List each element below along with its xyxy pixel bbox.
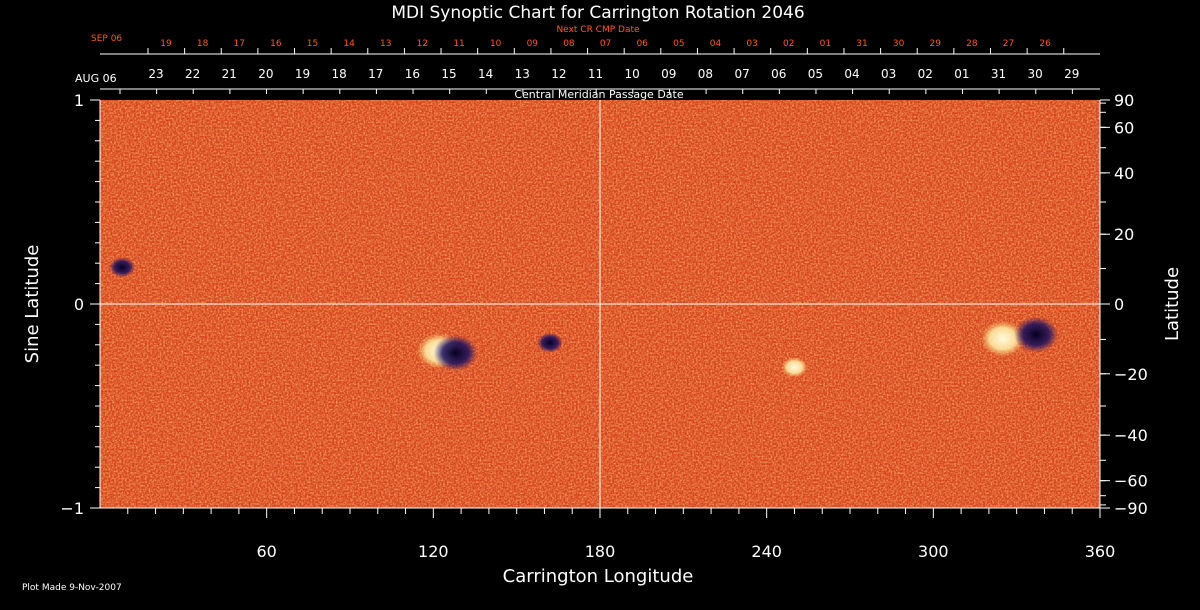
- cmp-date-label: 23: [148, 67, 163, 81]
- negative-polarity-region: [1014, 316, 1059, 353]
- cmp-date-label: 03: [881, 67, 896, 81]
- cmp-date-label: 02: [918, 67, 933, 81]
- left-y-tick-label: 0: [74, 295, 84, 314]
- left-y-axis-ticks: 1 0 −1: [60, 91, 100, 518]
- cmp-date-label: 04: [844, 67, 859, 81]
- next-cr-date-label: 09: [527, 39, 539, 49]
- x-tick-label: 360: [1085, 542, 1116, 561]
- cmp-date-label: 11: [588, 67, 603, 81]
- right-y-tick-label: 20: [1114, 225, 1134, 244]
- next-cr-label: Next CR CMP Date: [556, 25, 640, 35]
- cmp-date-label: 14: [478, 67, 493, 81]
- magnetic-features: [109, 257, 1059, 378]
- cmp-date-label: 22: [185, 67, 200, 81]
- cmp-date-label: 17: [368, 67, 383, 81]
- right-y-tick-label: 40: [1114, 164, 1134, 183]
- next-cr-date-label: 12: [417, 39, 428, 49]
- next-cr-date-label: 05: [673, 39, 684, 49]
- next-cr-date-label: 06: [636, 39, 648, 49]
- x-tick-label: 120: [418, 542, 449, 561]
- x-tick-label: 60: [256, 542, 276, 561]
- x-axis-ticks: 60 120 180 240 300 360: [127, 508, 1116, 561]
- cmp-date-label: 13: [515, 67, 530, 81]
- cmp-date-label: 15: [441, 67, 456, 81]
- next-cr-date-label: 11: [453, 39, 464, 49]
- x-tick-label: 180: [585, 542, 616, 561]
- negative-polarity-region: [109, 257, 136, 278]
- next-cr-date-label: 01: [820, 39, 831, 49]
- cmp-date-label: 07: [734, 67, 749, 81]
- cmp-date-label: 29: [1064, 67, 1079, 81]
- cmp-date-label: 06: [771, 67, 786, 81]
- x-axis-label: Carrington Longitude: [503, 566, 694, 587]
- cmp-date-label: 08: [698, 67, 713, 81]
- cmp-dates: 23 22 21 20 19 18 17 16 15 14 13 12 11 10 09 08 07 06 05 04…: [119, 67, 1079, 94]
- cmp-date-label: 09: [661, 67, 676, 81]
- positive-polarity-region: [781, 357, 808, 378]
- next-cr-date-label: 15: [307, 39, 318, 49]
- cmp-date-label: 10: [625, 67, 640, 81]
- cmp-date-label: 18: [332, 67, 347, 81]
- x-tick-label: 240: [751, 542, 782, 561]
- right-y-tick-label: −60: [1114, 472, 1148, 491]
- right-y-tick-label: −40: [1114, 426, 1148, 445]
- plot-made-note: Plot Made 9-Nov-2007: [22, 583, 122, 593]
- next-cr-date-label: 07: [600, 39, 611, 49]
- next-cr-date-label: 14: [343, 39, 355, 49]
- negative-polarity-region: [433, 334, 478, 371]
- next-cr-date-label: 13: [380, 39, 391, 49]
- cmp-axis-label: Central Meridian Passage Date: [514, 88, 683, 101]
- negative-polarity-region: [537, 332, 563, 353]
- positive-polarity-region: [980, 320, 1025, 357]
- right-y-tick-label: −20: [1114, 365, 1148, 384]
- right-y-axis-label: Latitude: [1162, 267, 1183, 341]
- cmp-date-label: 05: [808, 67, 823, 81]
- next-cr-date-label: 19: [160, 39, 172, 49]
- next-cr-dates: 19 18 17 16 15 14 13 12 11 10 09 08 07 06 05 04 03 02 01 31…: [147, 39, 1065, 54]
- next-cr-date-label: 28: [966, 39, 978, 49]
- next-cr-date-label: 29: [930, 39, 942, 49]
- next-cr-date-label: 27: [1003, 39, 1014, 49]
- cmp-date-label: 30: [1027, 67, 1042, 81]
- right-y-tick-label: 60: [1114, 118, 1134, 137]
- cmp-date-label: 12: [551, 67, 566, 81]
- cmp-date-label: 01: [954, 67, 969, 81]
- next-cr-date-label: 03: [746, 39, 757, 49]
- chart-title: MDI Synoptic Chart for Carrington Rotati…: [391, 3, 804, 23]
- left-y-tick-label: 1: [74, 91, 84, 110]
- next-cr-start-label: SEP 06: [91, 34, 122, 44]
- next-cr-date-label: 18: [197, 39, 209, 49]
- next-cr-date-label: 16: [270, 39, 282, 49]
- right-y-tick-label: 0: [1114, 295, 1124, 314]
- cmp-date-label: 19: [295, 67, 310, 81]
- cmp-start-label: AUG 06: [75, 72, 117, 85]
- right-y-tick-label: −90: [1114, 499, 1148, 518]
- x-tick-label: 300: [918, 542, 949, 561]
- next-cr-date-label: 04: [710, 39, 722, 49]
- cmp-date-label: 21: [222, 67, 237, 81]
- next-cr-date-label: 08: [563, 39, 575, 49]
- left-y-axis-label: Sine Latitude: [22, 245, 43, 364]
- next-cr-date-label: 30: [893, 39, 905, 49]
- next-cr-date-label: 17: [234, 39, 245, 49]
- left-y-tick-label: −1: [60, 499, 84, 518]
- right-y-tick-label: 90: [1114, 91, 1134, 110]
- next-cr-date-label: 02: [783, 39, 794, 49]
- cmp-date-label: 20: [258, 67, 273, 81]
- next-cr-date-label: 10: [490, 39, 502, 49]
- next-cr-date-label: 26: [1039, 39, 1051, 49]
- right-y-axis-ticks: 90 60 40 20 0 −20 −40 −60 −90: [1100, 91, 1148, 518]
- cmp-date-label: 31: [991, 67, 1006, 81]
- next-cr-date-label: 31: [856, 39, 867, 49]
- cmp-date-label: 16: [405, 67, 420, 81]
